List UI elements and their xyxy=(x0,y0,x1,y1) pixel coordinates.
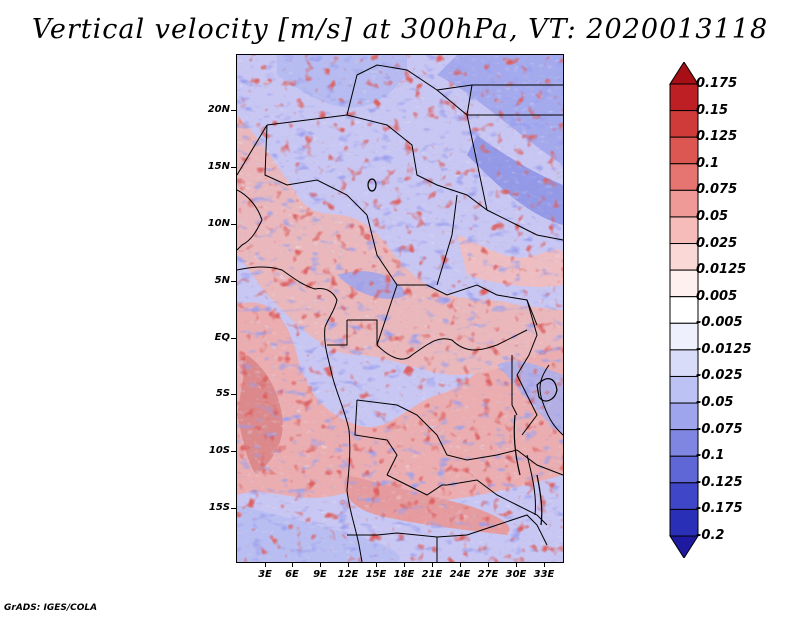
lon-label-21e: 21E xyxy=(421,569,443,580)
colorbar-label: -0.1 xyxy=(696,448,725,464)
colorbar-label: 0.15 xyxy=(696,102,729,118)
lon-tick xyxy=(488,563,489,567)
lon-tick xyxy=(544,563,545,567)
colorbar-box xyxy=(669,189,699,218)
colorbar-label: 0.1 xyxy=(696,155,720,171)
colorbar-label: 0.075 xyxy=(696,182,738,198)
colorbar-box xyxy=(669,322,699,351)
colorbar-label: 0.05 xyxy=(696,208,729,224)
lat-tick xyxy=(231,338,236,339)
lon-tick xyxy=(516,563,517,567)
lat-label-15s: 15S xyxy=(208,502,230,513)
colorbar-top-arrow xyxy=(669,62,699,85)
colorbar-box xyxy=(669,216,699,245)
colorbar-label: -0.05 xyxy=(696,395,734,411)
colorbar-label: -0.175 xyxy=(696,501,743,517)
lon-label-27e: 27E xyxy=(477,569,499,580)
lon-label-33e: 33E xyxy=(533,569,555,580)
colorbar-box xyxy=(669,482,699,510)
white-speckle xyxy=(237,55,563,562)
colorbar-box xyxy=(669,83,699,112)
colorbar-label: 0.125 xyxy=(696,129,738,145)
lon-tick xyxy=(432,563,433,567)
velocity-field-map xyxy=(237,55,563,562)
lon-tick xyxy=(292,563,293,567)
lon-label-24e: 24E xyxy=(449,569,471,580)
lon-label-15e: 15E xyxy=(365,569,387,580)
lon-label-9e: 9E xyxy=(313,569,327,580)
colorbar-box xyxy=(669,349,699,377)
lat-tick xyxy=(231,224,236,225)
lon-tick xyxy=(265,563,266,567)
lon-label-6e: 6E xyxy=(285,569,299,580)
lat-tick xyxy=(231,394,236,395)
colorbar-box xyxy=(669,163,699,191)
lat-label-10s: 10S xyxy=(208,445,230,456)
lon-tick xyxy=(320,563,321,567)
colorbar-label: -0.0125 xyxy=(696,341,752,357)
colorbar-box xyxy=(669,296,699,324)
credit-text: GrADS: IGES/COLA xyxy=(4,603,98,613)
lon-tick xyxy=(404,563,405,567)
colorbar-label: -0.025 xyxy=(696,368,743,384)
lat-tick xyxy=(231,508,236,509)
colorbar xyxy=(669,62,699,558)
colorbar-label: 0.025 xyxy=(696,235,738,251)
colorbar-box xyxy=(669,508,699,537)
lakes xyxy=(367,178,558,526)
lat-label-15n: 15N xyxy=(207,161,230,172)
lon-tick xyxy=(348,563,349,567)
colorbar-label: 0.175 xyxy=(696,76,738,91)
colorbar-label: 0.005 xyxy=(696,288,738,304)
lat-tick xyxy=(231,110,236,111)
lon-label-12e: 12E xyxy=(337,569,359,580)
colorbar-label: -0.075 xyxy=(696,421,743,437)
colorbar-box xyxy=(669,136,699,165)
lat-tick xyxy=(231,281,236,282)
colorbar-box xyxy=(669,269,699,298)
colorbar-box xyxy=(669,402,699,431)
colorbar-box xyxy=(669,243,699,271)
lon-tick xyxy=(460,563,461,567)
colorbar-box xyxy=(669,110,699,138)
colorbar-label: -0.005 xyxy=(696,315,743,331)
colorbar-box xyxy=(669,375,699,404)
colorbar-box xyxy=(669,429,699,457)
lon-label-30e: 30E xyxy=(505,569,527,580)
lat-label-5s: 5S xyxy=(215,388,230,399)
lat-label-eq: EQ xyxy=(214,332,230,343)
lon-label-18e: 18E xyxy=(393,569,415,580)
colorbar-box xyxy=(669,455,699,484)
colorbar-label: -0.125 xyxy=(696,474,743,490)
coastlines-borders xyxy=(237,64,563,562)
colorbar-label: 0.0125 xyxy=(696,262,747,278)
lat-tick xyxy=(231,451,236,452)
lat-label-5n: 5N xyxy=(214,275,230,286)
lat-label-10n: 10N xyxy=(207,218,230,229)
chart-title: Vertical velocity [m/s] at 300hPa, VT: 2… xyxy=(31,14,769,45)
lon-label-3e: 3E xyxy=(258,569,272,580)
map-panel xyxy=(236,54,564,563)
lat-tick xyxy=(231,167,236,168)
colorbar-label: -0.2 xyxy=(696,528,725,543)
lon-tick xyxy=(376,563,377,567)
lat-label-20n: 20N xyxy=(207,104,230,115)
colorbar-bottom-arrow xyxy=(669,535,699,558)
